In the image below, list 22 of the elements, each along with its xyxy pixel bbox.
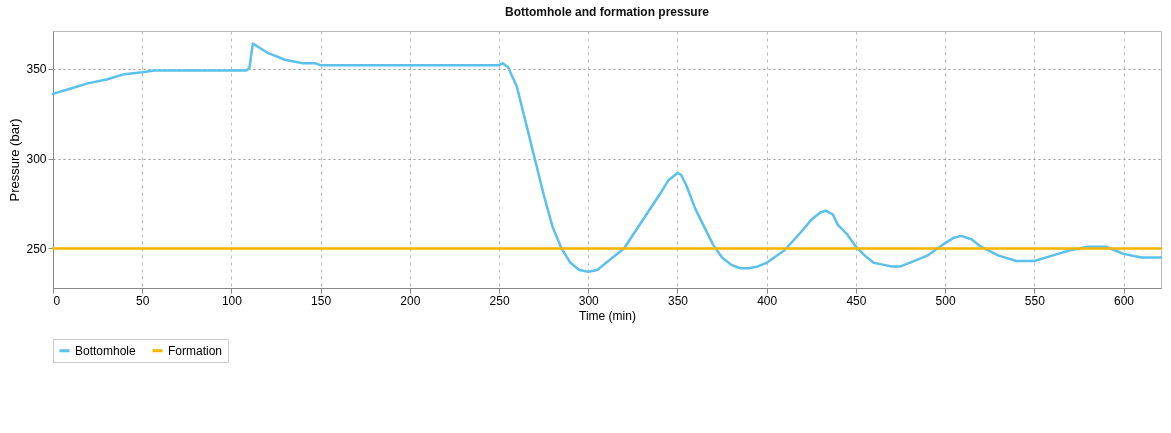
x-tick-label: 350: [667, 293, 689, 308]
x-tick-label: 300: [578, 293, 600, 308]
x-tick-label: 50: [136, 293, 150, 308]
chart-title: Bottomhole and formation pressure: [504, 5, 710, 19]
x-tick-label: 400: [757, 293, 778, 308]
x-tick-label: 150: [311, 293, 332, 308]
x-tick-label: 100: [221, 293, 243, 308]
x-axis-title: Time (min): [579, 308, 636, 323]
legend-label: Formation: [168, 343, 223, 358]
y-tick-label: 350: [26, 62, 47, 77]
legend-label: Bottomhole: [75, 343, 137, 358]
x-tick-label: 200: [400, 293, 421, 308]
x-tick-label: 0: [53, 293, 61, 308]
x-tick-label: 250: [489, 293, 510, 308]
y-tick-label: 300: [26, 152, 47, 167]
x-tick-label: 550: [1024, 293, 1046, 308]
x-tick-label: 600: [1114, 293, 1135, 308]
y-axis-title: Pressure (bar): [7, 118, 23, 202]
y-tick-label: 250: [26, 241, 47, 256]
x-tick-label: 450: [846, 293, 867, 308]
x-tick-label: 500: [935, 293, 956, 308]
line-series: [51, 42, 1163, 274]
